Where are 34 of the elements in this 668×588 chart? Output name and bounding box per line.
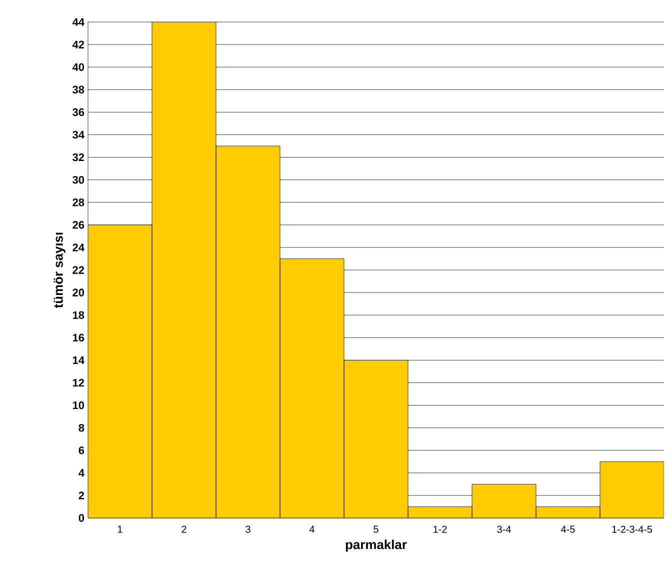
x-tick-label: 1	[118, 526, 122, 533]
y-tick-label: 28	[72, 198, 84, 206]
y-tick-label: 38	[72, 86, 84, 94]
y-tick-label: 6	[78, 446, 84, 454]
y-tick-label: 34	[72, 130, 84, 139]
y-tick-label: 20	[72, 288, 84, 296]
x-tick-label: 5	[374, 526, 378, 533]
y-tick-label: 44	[72, 18, 84, 26]
y-axis-title: tümör sayısı	[54, 232, 66, 308]
x-tick-label: 1-2-3-4-5	[612, 526, 652, 533]
y-tick-label: 30	[72, 176, 84, 184]
y-tick-label: 10	[72, 401, 84, 410]
x-tick-label: 4	[309, 526, 314, 533]
y-tick-label: 22	[72, 266, 84, 274]
y-tick-label: 4	[78, 469, 84, 477]
y-tick-label: 32	[72, 153, 84, 162]
y-tick-label: 18	[72, 311, 84, 319]
y-tick-label: 24	[72, 244, 84, 252]
y-tick-label: 36	[72, 108, 84, 116]
y-tick-label: 14	[72, 356, 84, 364]
x-axis-title: parmaklar	[346, 540, 407, 552]
x-tick-label: 3	[246, 526, 250, 533]
x-tick-label: 1-2	[434, 526, 447, 533]
y-tick-label: 0	[78, 514, 84, 522]
x-tick-label: 3-4	[497, 526, 511, 533]
y-tick-label: 8	[78, 424, 84, 432]
x-tick-label: 2	[182, 526, 186, 533]
y-tick-label: 16	[72, 334, 84, 342]
y-tick-label: 26	[72, 221, 84, 229]
y-tick-label: 42	[72, 40, 84, 48]
x-tick-label: 4-5	[561, 526, 575, 533]
y-tick-label: 40	[72, 63, 84, 71]
y-tick-label: 12	[72, 378, 84, 387]
y-tick-label: 2	[78, 492, 84, 500]
